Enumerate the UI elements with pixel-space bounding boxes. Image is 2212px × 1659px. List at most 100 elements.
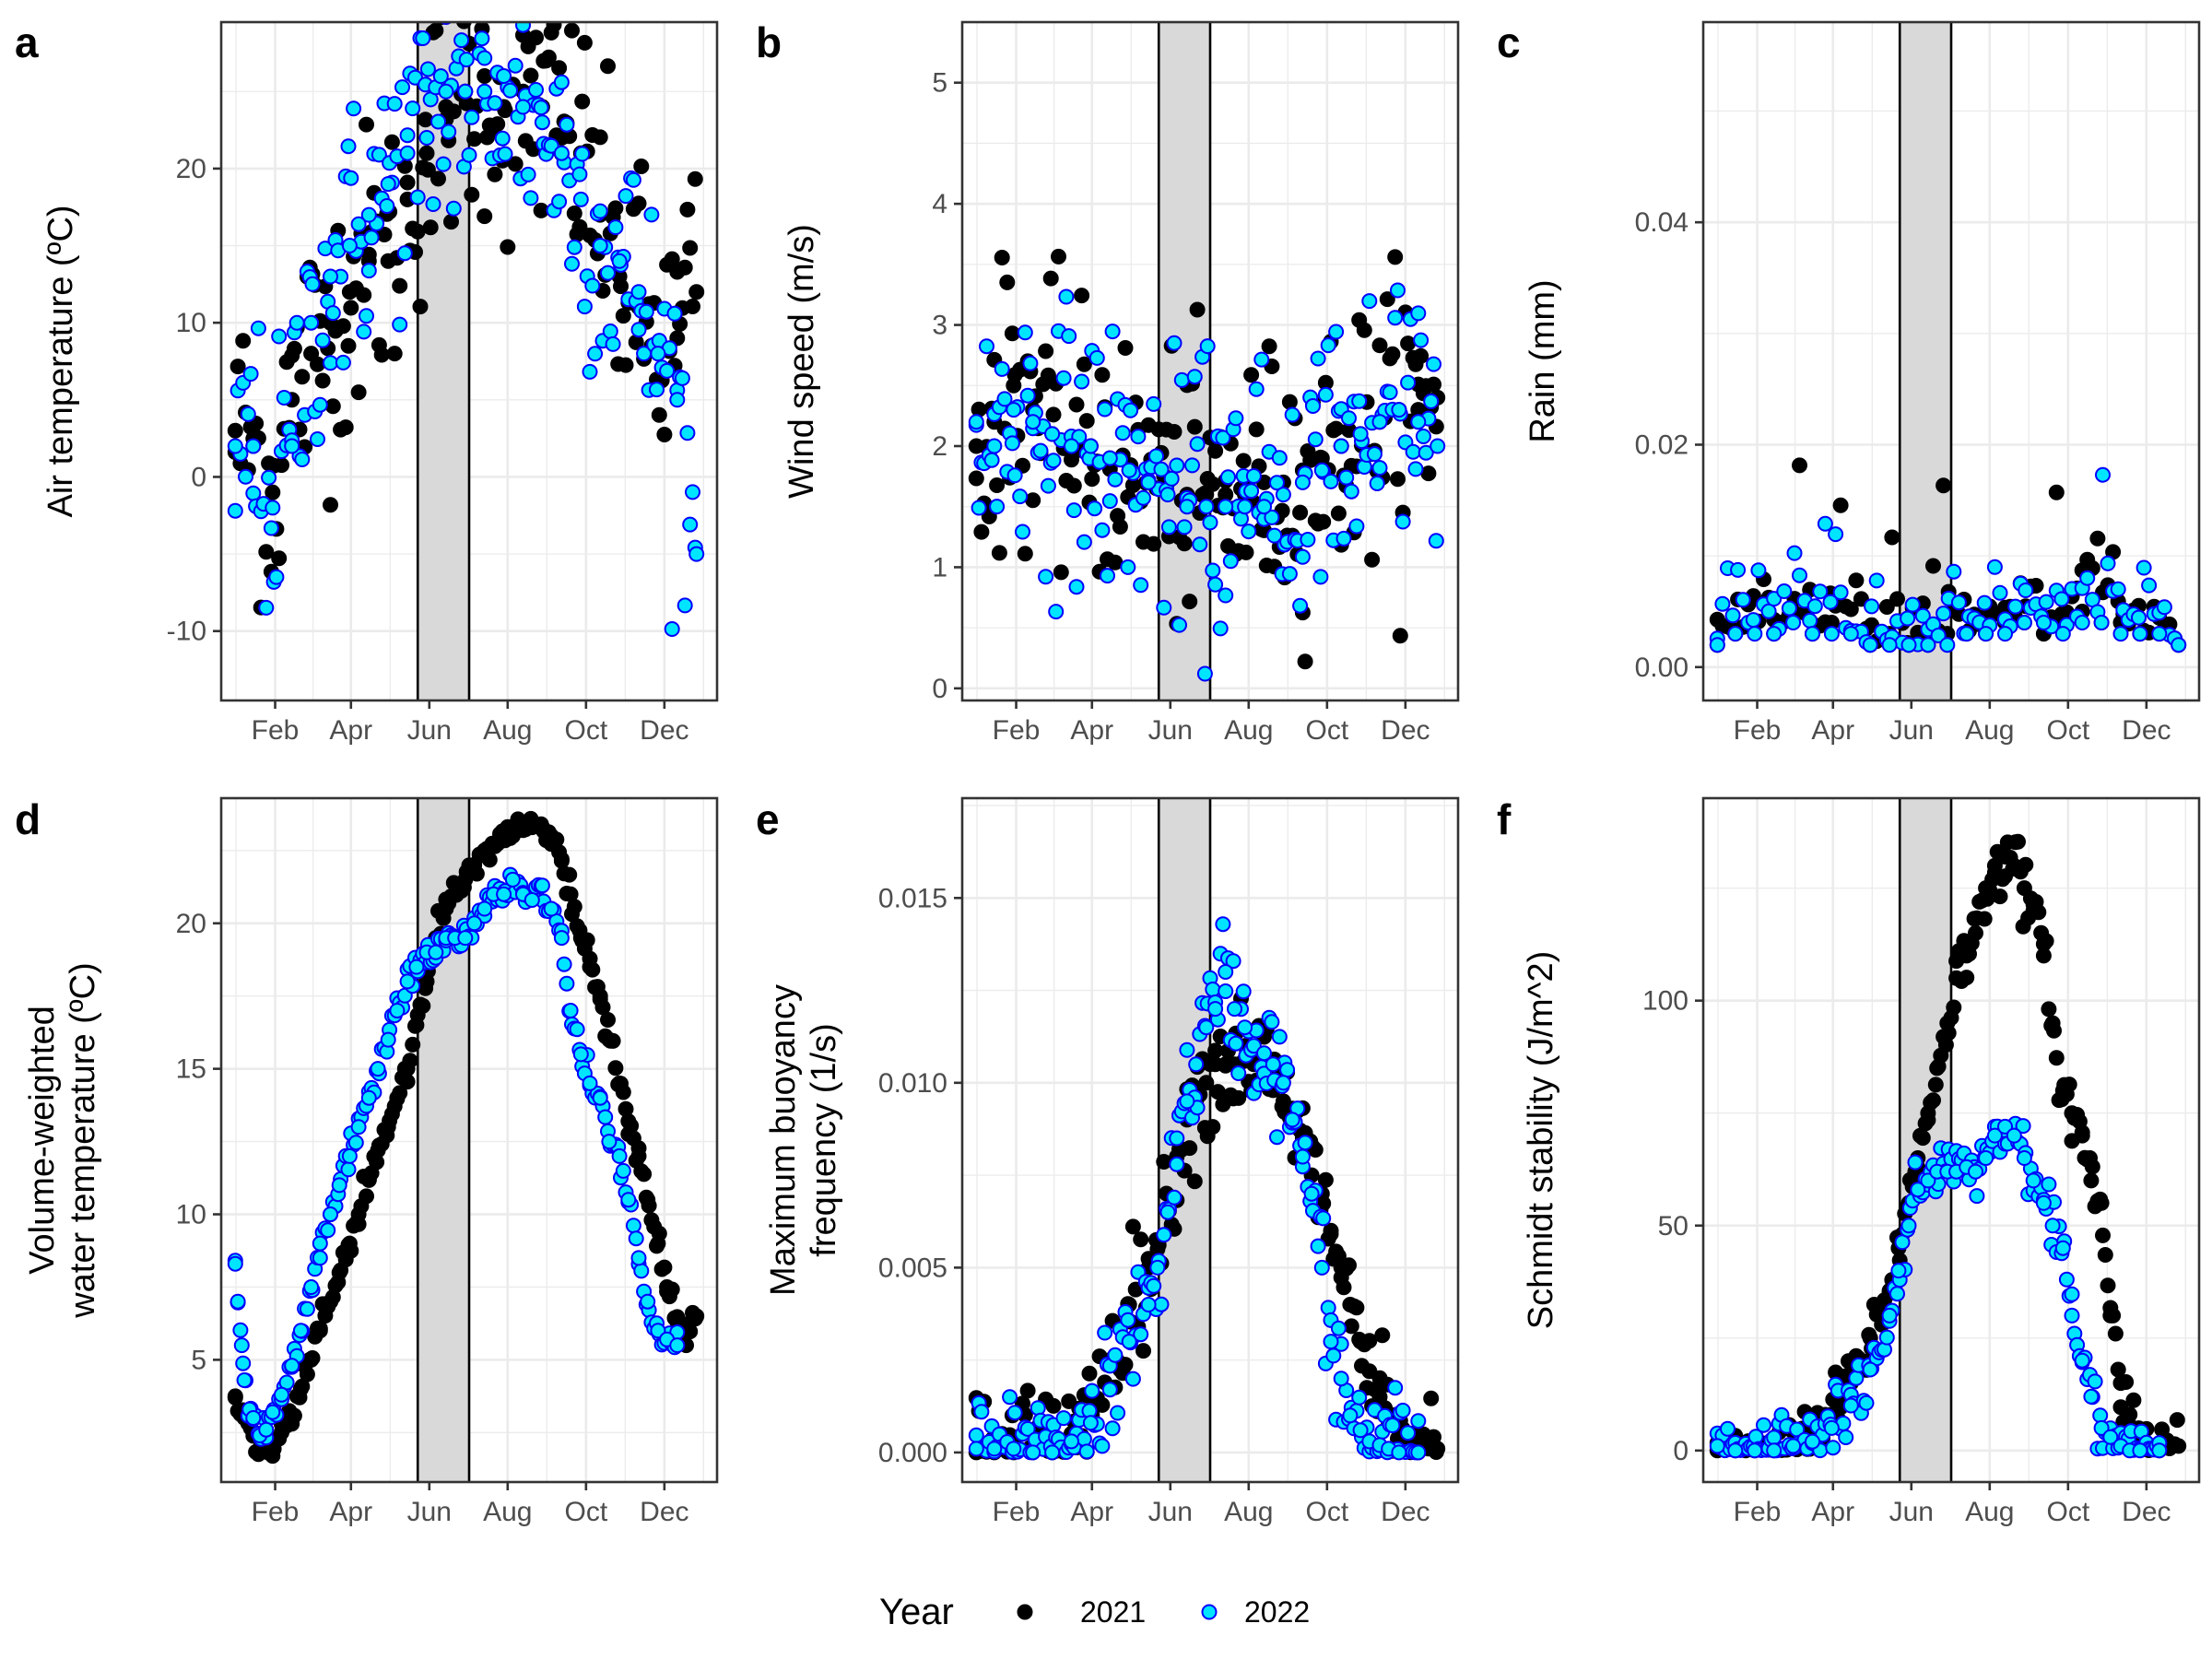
point-2022	[408, 959, 425, 975]
point-2021	[392, 277, 408, 294]
point-2021	[1186, 418, 1203, 435]
series-2022	[968, 916, 1427, 1461]
point-2021	[2084, 1159, 2100, 1175]
point-2021	[971, 401, 987, 418]
point-2022	[1889, 1286, 1905, 1302]
point-2021	[1361, 1363, 1378, 1380]
point-2022	[324, 305, 341, 322]
point-2021	[447, 886, 464, 902]
point-2021	[418, 145, 435, 161]
x-tick-label: Jun	[1148, 715, 1193, 746]
point-2022	[1094, 522, 1111, 538]
point-2021	[2025, 902, 2041, 919]
point-2021	[651, 406, 667, 423]
point-2022	[515, 22, 531, 33]
point-2022	[1068, 579, 1085, 595]
point-2021	[1207, 442, 1224, 459]
point-2021	[350, 384, 367, 401]
panel-letter: d	[15, 795, 41, 843]
point-2021	[1842, 601, 1859, 618]
point-2022	[1256, 499, 1272, 515]
point-2022	[268, 569, 285, 585]
point-2022	[470, 0, 484, 8]
point-2022	[2171, 637, 2187, 653]
point-2022	[466, 915, 483, 932]
point-2022	[1218, 587, 1234, 604]
point-2021	[682, 240, 699, 256]
y-tick-label: 50	[1658, 1211, 1688, 1241]
point-2022	[649, 382, 665, 398]
point-2021	[2100, 1277, 2116, 1294]
x-tick-label: Apr	[1811, 1497, 1854, 1527]
point-2021	[1045, 1397, 1062, 1414]
point-2022	[553, 74, 570, 90]
point-2022	[669, 1337, 686, 1354]
point-2022	[1320, 1300, 1336, 1316]
point-2021	[688, 1308, 705, 1324]
point-2021	[1335, 1279, 1352, 1296]
point-2021	[507, 22, 513, 23]
point-2022	[1904, 596, 1921, 613]
points	[968, 916, 1446, 1461]
point-2022	[630, 322, 647, 338]
point-2022	[1825, 1440, 1841, 1456]
point-2022	[625, 171, 641, 188]
point-2021	[1423, 1390, 1440, 1406]
point-2021	[2064, 1105, 2080, 1122]
point-2022	[1978, 1150, 1994, 1166]
point-2022	[602, 324, 618, 339]
point-2021	[1135, 1343, 1151, 1359]
point-2022	[487, 95, 503, 112]
point-2022	[664, 621, 680, 637]
point-2021	[284, 1410, 300, 1426]
point-2022	[292, 1323, 309, 1339]
point-2022	[2035, 615, 2052, 630]
point-2022	[415, 30, 431, 46]
point-2021	[528, 29, 544, 46]
point-2021	[1051, 248, 1066, 265]
point-2021	[335, 318, 351, 335]
point-2021	[571, 218, 588, 235]
panel-letter: c	[1497, 18, 1521, 66]
point-2022	[1064, 438, 1079, 454]
point-2021	[991, 545, 1007, 561]
point-2022	[659, 362, 676, 379]
point-2022	[1727, 1442, 1744, 1459]
point-2021	[1986, 857, 2003, 874]
point-2022	[1156, 599, 1172, 616]
point-2022	[515, 99, 531, 115]
point-2022	[2131, 609, 2147, 626]
point-2022	[418, 130, 435, 146]
point-2021	[405, 1036, 421, 1053]
point-2021	[286, 340, 302, 357]
point-2022	[1292, 597, 1309, 614]
point-2022	[528, 82, 544, 98]
point-2022	[314, 332, 331, 348]
point-2022	[453, 32, 470, 49]
point-2022	[232, 1322, 249, 1338]
points	[227, 810, 705, 1465]
point-2022	[1012, 488, 1029, 505]
point-2022	[1747, 1442, 1763, 1459]
point-2022	[1097, 1324, 1113, 1341]
point-2022	[1391, 402, 1407, 418]
point-2021	[656, 427, 673, 442]
point-2022	[331, 1177, 347, 1194]
point-2022	[1294, 474, 1311, 490]
y-tick-label: 0.005	[878, 1253, 947, 1283]
x-tick-label: Feb	[1734, 715, 1782, 746]
point-2022	[1179, 499, 1195, 515]
point-2022	[284, 438, 300, 454]
point-2022	[1030, 1400, 1046, 1417]
point-2022	[363, 229, 380, 246]
y-tick-label: 10	[176, 1200, 206, 1230]
y-tick-label: 0.02	[1635, 429, 1688, 460]
point-2022	[1930, 628, 1947, 643]
point-2022	[1065, 502, 1082, 519]
point-2022	[551, 194, 568, 210]
point-2021	[2074, 1127, 2090, 1144]
point-2021	[600, 58, 616, 75]
point-2022	[350, 216, 367, 232]
point-2022	[1124, 1371, 1141, 1387]
point-2022	[630, 284, 647, 300]
